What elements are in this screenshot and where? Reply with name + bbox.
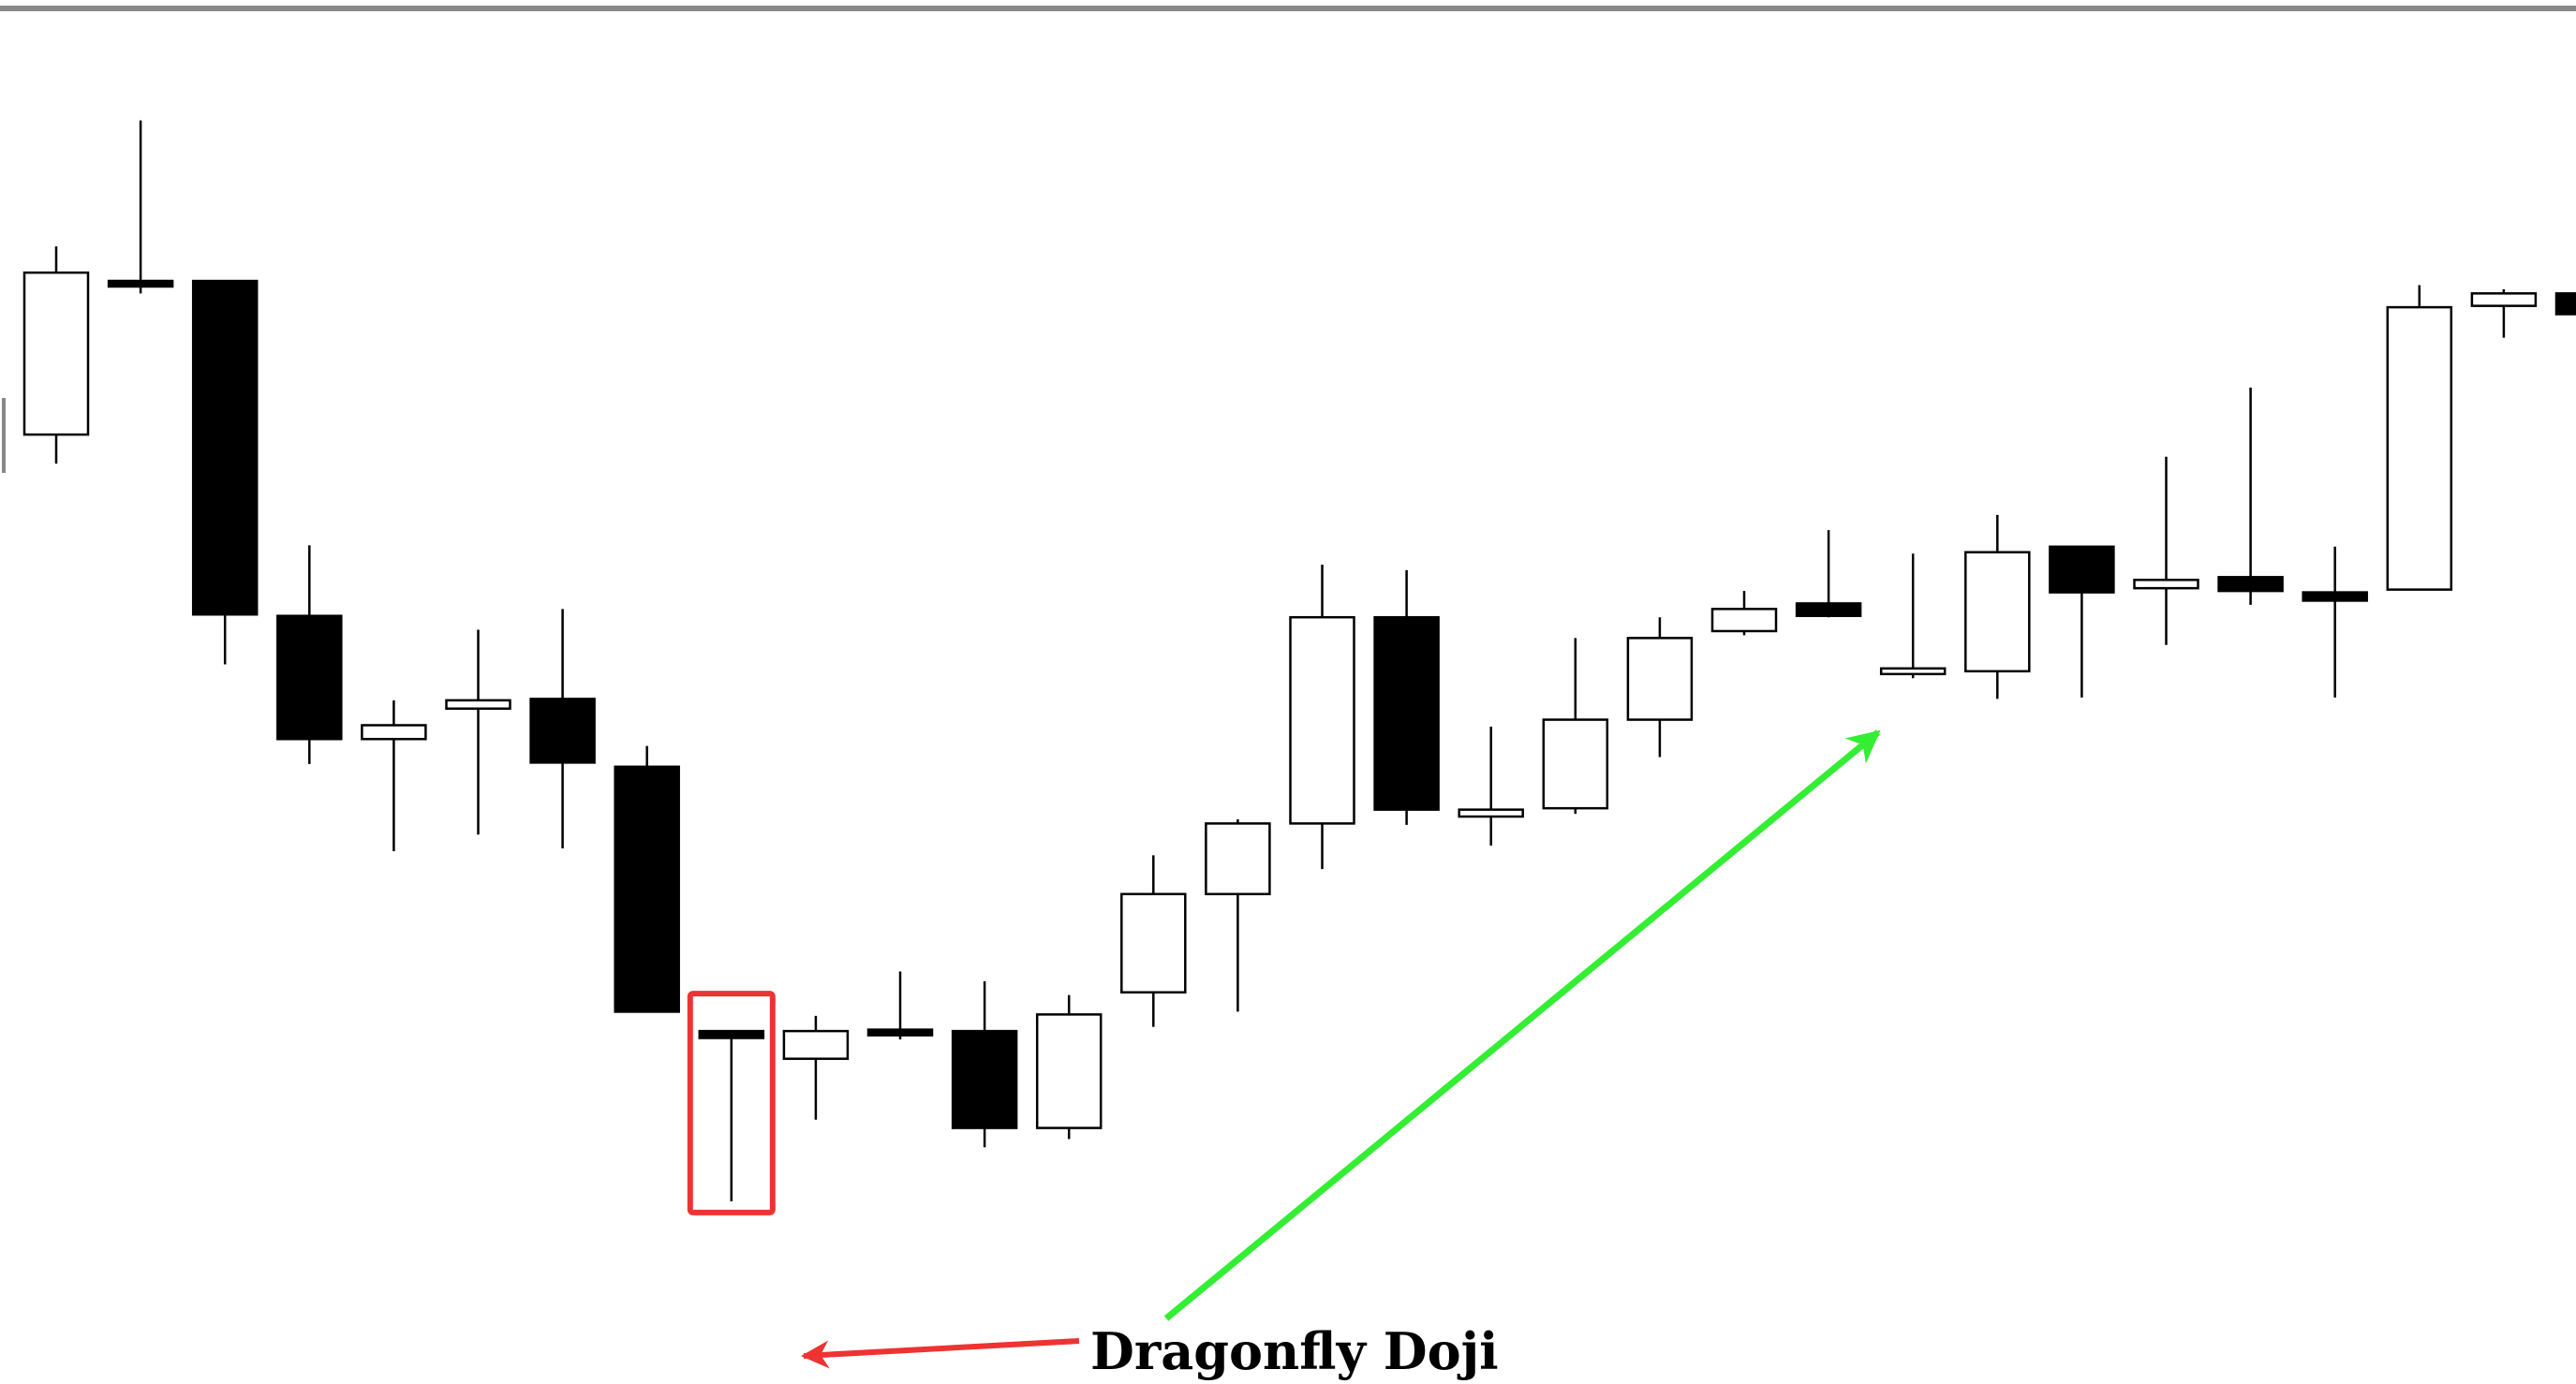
dragonfly-doji-highlight-box bbox=[687, 991, 776, 1215]
candle bbox=[1795, 530, 1862, 618]
doji-pointer-arrow bbox=[801, 1338, 1080, 1369]
candle bbox=[782, 1015, 850, 1120]
candle-body-bullish bbox=[782, 1029, 850, 1060]
candle bbox=[445, 629, 511, 835]
candle-body-bearish bbox=[2302, 591, 2368, 602]
candle bbox=[1373, 569, 1440, 825]
candle-body-bullish bbox=[1626, 637, 1694, 721]
candle bbox=[22, 246, 90, 464]
candles-group bbox=[22, 120, 2576, 1201]
candle-body-bearish bbox=[2554, 292, 2576, 316]
candle-body-bearish bbox=[191, 279, 259, 616]
candle bbox=[2049, 545, 2115, 698]
candle-body-bullish bbox=[1710, 608, 1778, 633]
candle bbox=[2133, 456, 2199, 645]
candle bbox=[276, 545, 343, 764]
candle-body-bearish bbox=[1373, 615, 1440, 811]
candle bbox=[866, 971, 934, 1039]
candle-body-bullish bbox=[22, 271, 90, 436]
candle bbox=[2386, 285, 2453, 591]
candle bbox=[1542, 638, 1609, 815]
candle bbox=[1710, 591, 1778, 636]
candle-body-bullish bbox=[1458, 808, 1524, 818]
candle-body-bearish bbox=[614, 765, 680, 1013]
candle bbox=[951, 980, 1018, 1148]
candle-body-bearish bbox=[529, 698, 596, 764]
candle bbox=[1458, 726, 1524, 847]
candle bbox=[529, 609, 596, 849]
candle-body-bullish bbox=[1542, 718, 1609, 810]
candle-body-bearish bbox=[866, 1028, 934, 1037]
candle-body-bearish bbox=[698, 1029, 765, 1039]
candle bbox=[191, 279, 259, 665]
candle-body-bullish bbox=[1289, 615, 1355, 825]
candle-body-bearish bbox=[1795, 602, 1862, 617]
candle-body-bullish bbox=[2470, 292, 2538, 307]
candle-body-bearish bbox=[2217, 576, 2284, 593]
candle-body-bullish bbox=[2386, 305, 2453, 591]
dragonfly-doji-label: Dragonfly Doji bbox=[1090, 1321, 1499, 1381]
candle bbox=[1879, 553, 1947, 679]
candle bbox=[1289, 565, 1355, 870]
candle-body-bullish bbox=[1964, 551, 2031, 673]
candle-body-bearish bbox=[2049, 545, 2115, 594]
candle-body-bullish bbox=[1205, 822, 1271, 896]
candle bbox=[614, 745, 680, 1013]
candle bbox=[361, 699, 427, 851]
candle bbox=[1205, 818, 1271, 1012]
annotations-group: Dragonfly Doji bbox=[687, 729, 1881, 1381]
candle bbox=[2302, 546, 2368, 698]
candle-body-bearish bbox=[107, 279, 174, 288]
candle bbox=[1626, 617, 1694, 758]
candle-body-bullish bbox=[361, 724, 427, 741]
candle-body-bullish bbox=[2133, 579, 2199, 590]
candle bbox=[2217, 387, 2284, 605]
candle-body-bearish bbox=[951, 1029, 1018, 1129]
candle bbox=[698, 1029, 765, 1201]
candle-body-bullish bbox=[1879, 667, 1947, 676]
chart-frame bbox=[0, 6, 2576, 473]
candle bbox=[2470, 288, 2538, 338]
candle bbox=[107, 120, 174, 294]
candle-body-bullish bbox=[1120, 892, 1187, 994]
candle bbox=[1120, 855, 1187, 1027]
candle-body-bullish bbox=[1035, 1013, 1103, 1129]
candle bbox=[2554, 292, 2576, 316]
candle bbox=[1964, 514, 2031, 699]
candle bbox=[1035, 994, 1103, 1140]
trend-arrow bbox=[1163, 729, 1881, 1321]
candle-body-bullish bbox=[445, 699, 511, 710]
candle-body-bearish bbox=[276, 614, 343, 741]
